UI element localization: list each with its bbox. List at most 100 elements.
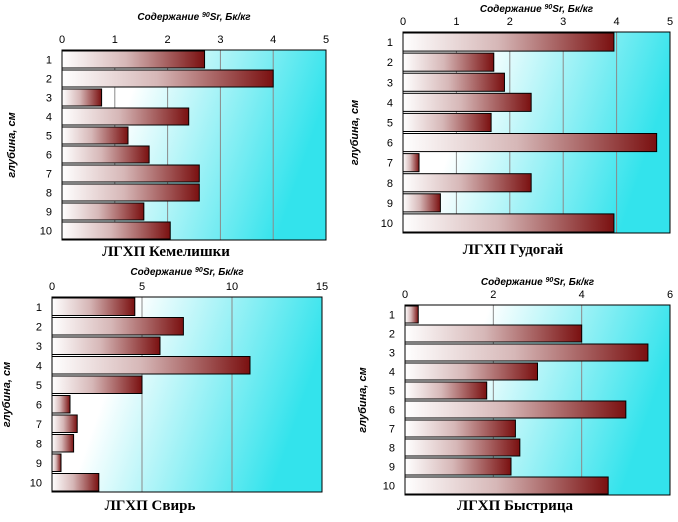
- bar: [404, 324, 583, 343]
- bar: [404, 457, 512, 476]
- bar: [51, 473, 100, 492]
- y-tick-label: 8: [389, 443, 395, 455]
- bar: [404, 476, 609, 495]
- x-tick-label: 15: [316, 281, 328, 293]
- y-tick-label: 6: [389, 405, 395, 417]
- y-axis-label: глубина, см: [357, 367, 369, 432]
- plot-border: [51, 296, 323, 493]
- x-axis-label: Содержание 90Sr, Бк/кг: [137, 12, 251, 24]
- y-tick-label: 7: [46, 169, 52, 181]
- bar: [61, 69, 274, 88]
- x-axis-label: Содержание 90Sr, Бк/кг: [481, 277, 595, 289]
- bar: [404, 305, 419, 324]
- bar: [61, 88, 103, 107]
- y-tick-label: 7: [36, 419, 42, 431]
- bar: [51, 336, 161, 355]
- y-tick-label: 10: [40, 226, 52, 238]
- x-tick-label: 0: [400, 16, 406, 28]
- plot-border: [404, 304, 671, 496]
- y-tick-label: 1: [387, 37, 393, 49]
- y-tick-label: 5: [46, 131, 52, 143]
- bar: [61, 164, 200, 183]
- bar: [61, 107, 190, 126]
- y-tick-label: 1: [36, 302, 42, 314]
- chart-3: 0 5 10 15 1 2 3 4 5 6 7 8 9 10 Содержание 90Sr, Бк/кг г…: [1, 267, 328, 515]
- x-tick-label: 3: [560, 16, 566, 28]
- y-tick-label: 4: [389, 367, 395, 379]
- y-tick-label: 4: [46, 112, 52, 124]
- y-tick-label: 3: [389, 348, 395, 360]
- y-tick-label: 6: [36, 399, 42, 411]
- plot-border: [61, 49, 327, 241]
- bar: [402, 32, 615, 52]
- y-axis-label: глубина, см: [349, 100, 361, 165]
- y-tick-label: 6: [387, 138, 393, 150]
- x-tick-label: 3: [217, 34, 223, 46]
- x-tick-label: 2: [490, 289, 496, 301]
- x-tick-label: 0: [402, 289, 408, 301]
- x-tick-label: 1: [112, 34, 118, 46]
- x-tick-label: 0: [49, 281, 55, 293]
- bar: [402, 153, 420, 173]
- x-tick-label: 1: [453, 16, 459, 28]
- bar: [51, 375, 143, 394]
- bar: [402, 112, 492, 133]
- y-tick-label: 3: [36, 341, 42, 353]
- chart-caption: ЛГХП Кемелишки: [102, 244, 230, 260]
- y-tick-label: 10: [30, 477, 42, 489]
- y-tick-label: 7: [387, 158, 393, 170]
- y-tick-label: 9: [46, 207, 52, 219]
- chart-caption: ЛГХП Гудогай: [463, 242, 564, 258]
- bar: [404, 362, 538, 381]
- x-tick-label: 0: [59, 34, 65, 46]
- bar: [402, 133, 658, 153]
- bar: [51, 297, 136, 316]
- plot-border: [402, 31, 671, 234]
- bar: [404, 343, 649, 362]
- y-tick-label: 10: [383, 481, 395, 493]
- bar: [402, 92, 532, 112]
- bar: [51, 356, 251, 375]
- y-tick-label: 2: [36, 321, 42, 333]
- bar: [61, 183, 200, 202]
- x-tick-label: 4: [579, 289, 585, 301]
- x-tick-label: 2: [165, 34, 171, 46]
- y-axis-label: глубина, см: [6, 112, 18, 177]
- y-tick-label: 9: [387, 198, 393, 210]
- y-tick-label: 4: [387, 97, 393, 109]
- y-tick-label: 5: [36, 380, 42, 392]
- bar: [61, 221, 171, 240]
- x-tick-label: 5: [667, 16, 673, 28]
- y-tick-label: 5: [387, 117, 393, 129]
- y-tick-label: 8: [46, 188, 52, 200]
- bar: [402, 173, 532, 193]
- chart-caption: ЛГХП Свирь: [105, 498, 196, 514]
- y-tick-label: 5: [389, 386, 395, 398]
- y-tick-label: 1: [389, 310, 395, 322]
- y-tick-label: 1: [46, 55, 52, 67]
- y-tick-label: 2: [387, 57, 393, 69]
- bar: [51, 414, 78, 433]
- chart-caption: ЛГХП Быстрица: [457, 498, 573, 514]
- y-tick-label: 4: [36, 360, 42, 372]
- bar: [61, 202, 145, 221]
- bar: [61, 145, 150, 164]
- y-tick-label: 8: [387, 178, 393, 190]
- bar: [51, 434, 75, 453]
- y-tick-label: 9: [389, 462, 395, 474]
- x-axis-label: Содержание 90Sr, Бк/кг: [130, 267, 244, 279]
- x-tick-label: 5: [323, 34, 329, 46]
- bar: [404, 419, 516, 438]
- y-tick-label: 2: [46, 74, 52, 86]
- bar: [61, 126, 129, 145]
- bar: [51, 317, 184, 336]
- x-tick-label: 4: [270, 34, 276, 46]
- bar: [51, 453, 62, 472]
- y-axis-label: глубина, см: [1, 362, 13, 427]
- bar: [402, 193, 441, 213]
- x-tick-label: 10: [226, 281, 238, 293]
- y-tick-label: 7: [389, 424, 395, 436]
